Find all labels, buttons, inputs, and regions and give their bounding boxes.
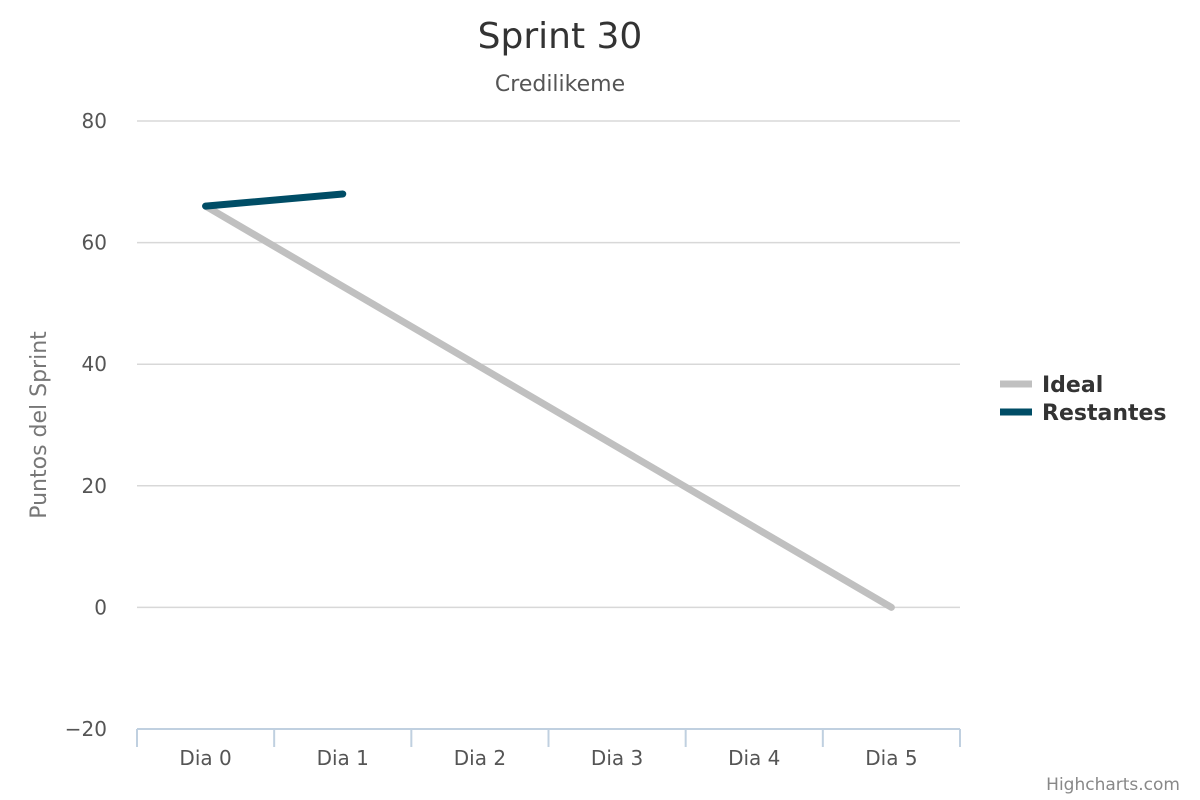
x-tick-label: Dia 4 <box>728 746 780 770</box>
y-tick-label: 40 <box>82 352 107 376</box>
y-tick-label: 0 <box>94 595 107 619</box>
series-lines <box>202 190 895 611</box>
y-tick-label: 80 <box>82 109 107 133</box>
series-line-ideal[interactable] <box>202 202 895 611</box>
x-tick-label: Dia 2 <box>454 746 506 770</box>
y-axis-title: Puntos del Sprint <box>27 331 52 519</box>
x-tick-label: Dia 5 <box>865 746 917 770</box>
y-gridlines <box>137 120 960 609</box>
series-line-restantes[interactable] <box>202 190 347 210</box>
y-tick-label: 20 <box>82 474 107 498</box>
x-axis: Dia 0 Dia 1 Dia 2 Dia 3 Dia 4 Dia 5 <box>136 728 961 770</box>
y-tick-label: −20 <box>65 717 107 741</box>
y-tick-label: 60 <box>82 231 107 255</box>
legend-label-ideal[interactable]: Ideal <box>1042 373 1103 398</box>
legend: Ideal Restantes <box>1000 373 1167 426</box>
chart-title: Sprint 30 <box>478 16 643 57</box>
chart-subtitle: Credilikeme <box>495 72 625 97</box>
x-tick-label: Dia 0 <box>179 746 231 770</box>
legend-label-restantes[interactable]: Restantes <box>1042 401 1167 426</box>
x-tick-label: Dia 1 <box>317 746 369 770</box>
x-tick-label: Dia 3 <box>591 746 643 770</box>
y-axis-tick-labels: −20 0 20 40 60 80 <box>65 109 107 741</box>
highcharts-credits[interactable]: Highcharts.com <box>1046 775 1180 795</box>
